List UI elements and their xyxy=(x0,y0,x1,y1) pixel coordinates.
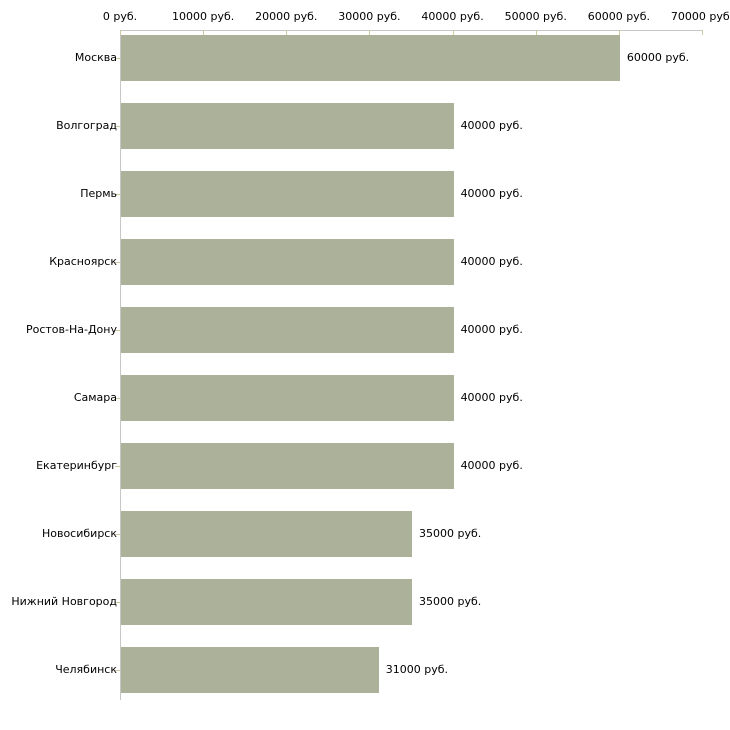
bar-6 xyxy=(121,375,454,421)
y-tick-mark xyxy=(115,466,120,467)
y-tick-mark xyxy=(115,602,120,603)
x-tick-mark xyxy=(286,30,288,35)
x-tick-label: 40000 руб. xyxy=(421,10,484,23)
category-label: Челябинск xyxy=(55,663,117,676)
bar-7 xyxy=(121,443,454,489)
y-tick-mark xyxy=(115,534,120,535)
x-tick-label: 30000 руб. xyxy=(338,10,401,23)
bar-9 xyxy=(121,579,412,625)
x-tick-label: 50000 руб. xyxy=(504,10,567,23)
x-tick-label: 70000 руб. xyxy=(670,10,730,23)
x-tick-mark xyxy=(203,30,205,35)
value-label: 35000 руб. xyxy=(419,527,482,540)
x-tick-mark xyxy=(618,30,620,35)
category-label: Новосибирск xyxy=(41,527,117,540)
y-tick-mark xyxy=(115,330,120,331)
value-label: 40000 руб. xyxy=(460,323,523,336)
x-tick-mark xyxy=(120,30,121,35)
value-label: 40000 руб. xyxy=(460,459,523,472)
y-tick-mark xyxy=(115,398,120,399)
bar-1 xyxy=(121,35,620,81)
category-label: Пермь xyxy=(80,187,117,200)
x-tick-label: 0 руб. xyxy=(102,10,138,23)
x-tick-mark xyxy=(702,30,703,35)
bar-8 xyxy=(121,511,412,557)
x-tick-mark xyxy=(535,30,537,35)
bar-4 xyxy=(121,239,454,285)
bar-5 xyxy=(121,307,454,353)
bar-3 xyxy=(121,171,454,217)
y-tick-mark xyxy=(115,58,120,59)
value-label: 40000 руб. xyxy=(460,391,523,404)
category-label: Екатеринбург xyxy=(36,459,117,472)
category-label: Нижний Новгород xyxy=(11,595,117,608)
x-tick-label: 20000 руб. xyxy=(255,10,318,23)
y-tick-mark xyxy=(115,670,120,671)
value-label: 60000 руб. xyxy=(626,51,690,64)
value-label: 40000 руб. xyxy=(460,119,523,132)
category-label: Ростов-На-Дону xyxy=(25,323,117,336)
x-tick-mark xyxy=(452,30,454,35)
y-tick-mark xyxy=(115,126,120,127)
category-label: Москва xyxy=(74,51,117,64)
y-tick-mark xyxy=(115,262,120,263)
value-label: 35000 руб. xyxy=(419,595,482,608)
y-tick-mark xyxy=(115,194,120,195)
bar-2 xyxy=(121,103,454,149)
category-label: Красноярск xyxy=(49,255,117,268)
y-axis-line xyxy=(120,30,121,700)
value-label: 31000 руб. xyxy=(385,663,448,676)
x-axis-line xyxy=(120,30,703,31)
value-label: 40000 руб. xyxy=(460,255,523,268)
category-label: Волгоград xyxy=(56,119,117,132)
value-label: 40000 руб. xyxy=(460,187,523,200)
x-tick-label: 60000 руб. xyxy=(587,10,650,23)
bar-10 xyxy=(121,647,379,693)
x-tick-mark xyxy=(369,30,371,35)
x-tick-label: 10000 руб. xyxy=(172,10,235,23)
category-label: Самара xyxy=(73,391,117,404)
